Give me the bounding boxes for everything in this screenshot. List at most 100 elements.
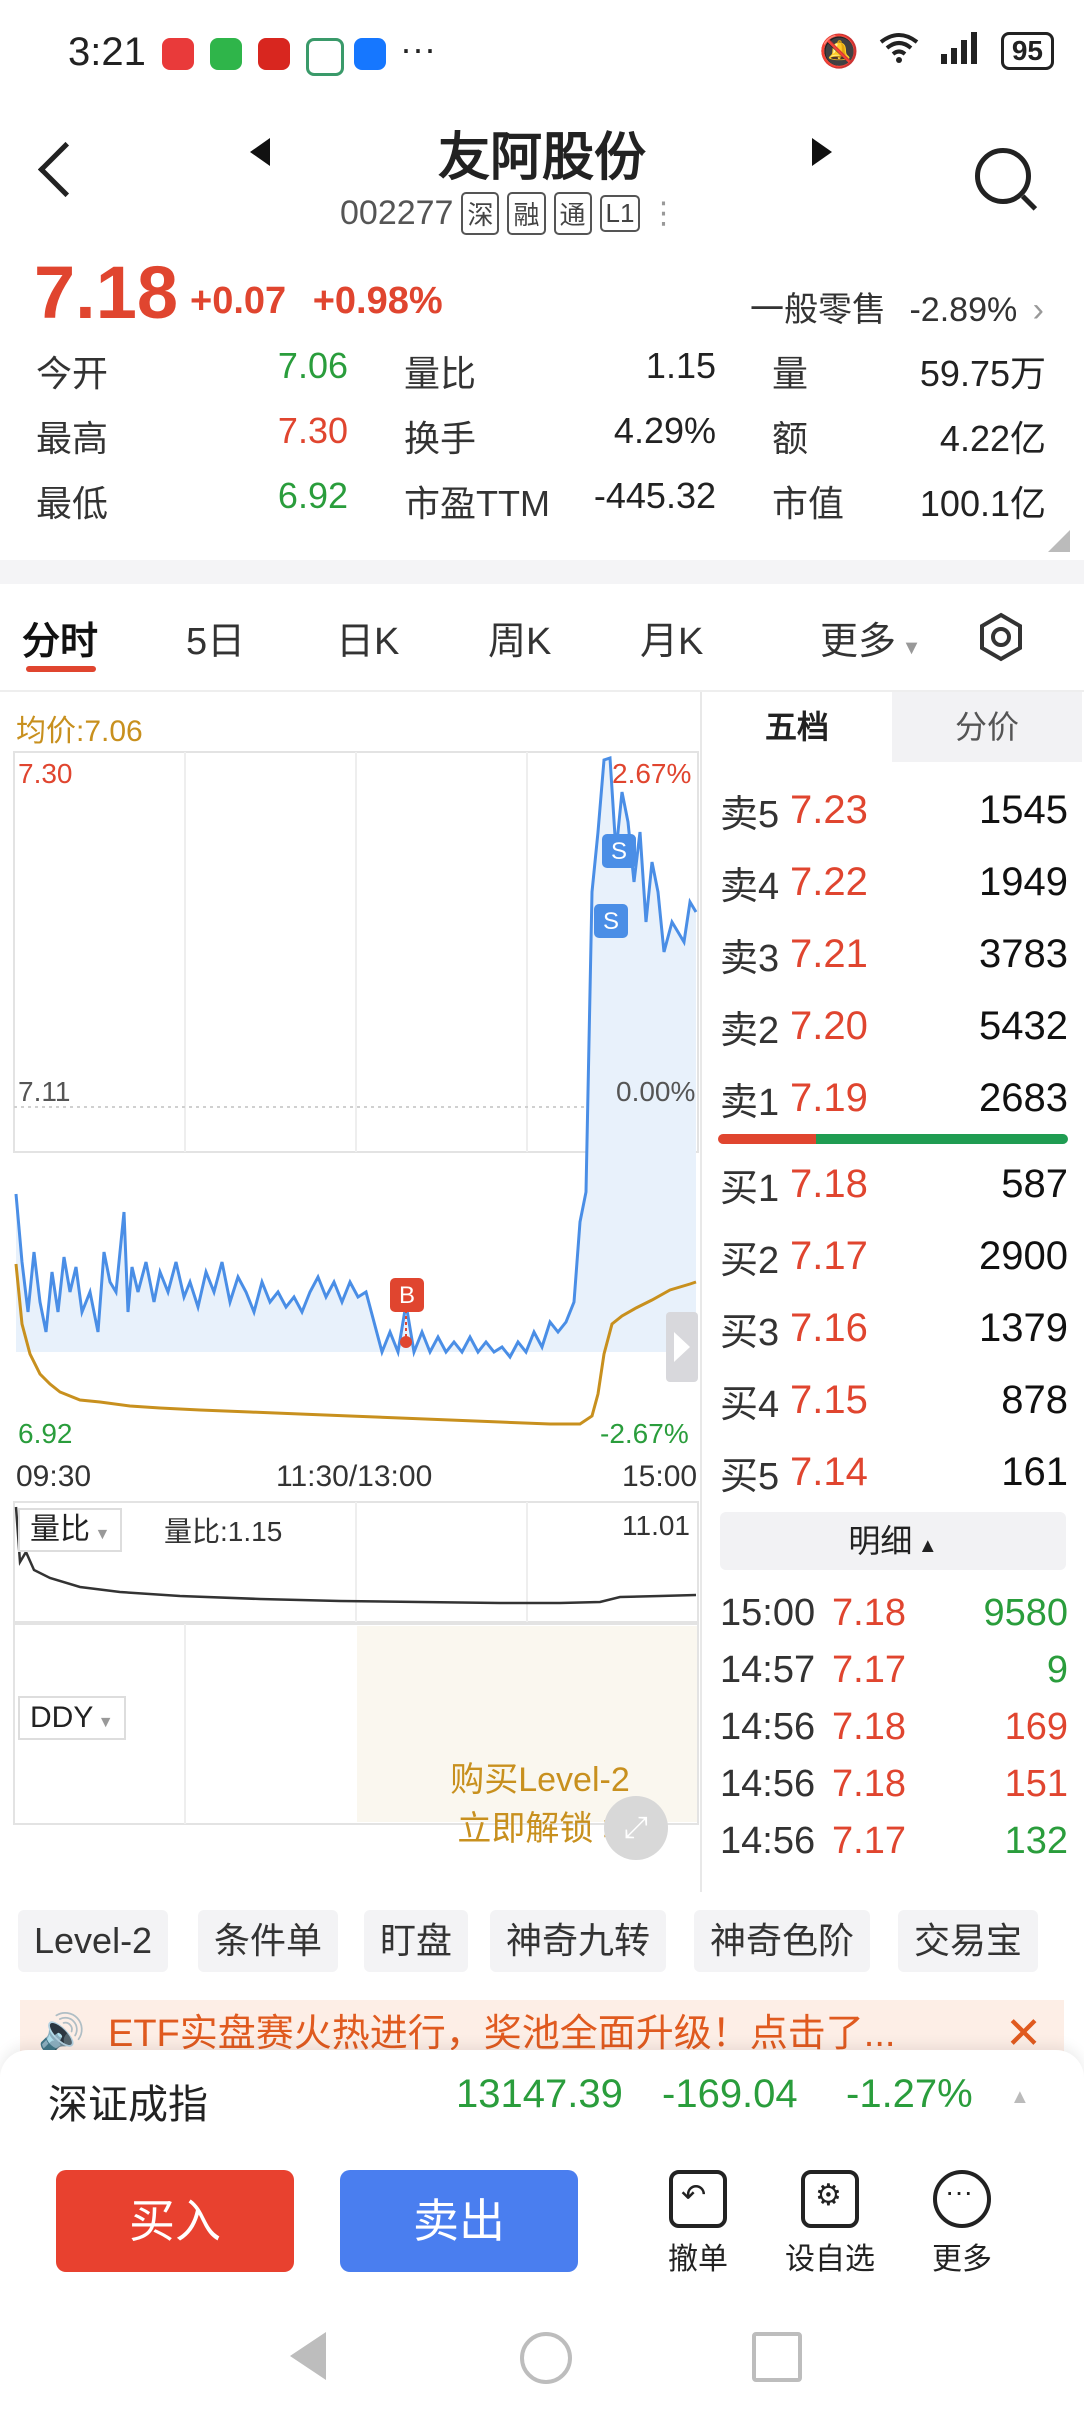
sector-link[interactable]: 一般零售 -2.89% › — [750, 282, 1044, 331]
stat-label: 最低 — [36, 483, 109, 524]
nav-home-icon[interactable] — [520, 2332, 572, 2384]
cancel-order-label: 撤单 — [668, 2243, 728, 2276]
more-button[interactable]: ··· 更多 — [912, 2170, 1012, 2278]
battery-indicator: 95 — [1000, 32, 1054, 70]
ask-label: 卖4 — [720, 865, 780, 908]
tick-time: 15:00 — [720, 1592, 816, 1634]
tick-volume: 169 — [1004, 1706, 1068, 1748]
ask-row: 卖5 7.23 1545 — [720, 774, 1068, 846]
signal-icon — [939, 30, 983, 72]
stat-label: 最高 — [36, 418, 109, 459]
buy-button[interactable]: 买入 — [56, 2170, 294, 2272]
tick-price: 7.18 — [832, 1592, 906, 1634]
sell-marker-icon — [594, 904, 628, 938]
time-end: 15:00 — [622, 1460, 698, 1493]
bid-price: 7.14 — [790, 1449, 868, 1494]
tick-time: 14:56 — [720, 1706, 816, 1748]
ask-volume: 5432 — [979, 1003, 1068, 1048]
bid-price: 7.15 — [790, 1377, 868, 1422]
tab-price-distribution[interactable]: 分价 — [892, 692, 1082, 762]
collapse-corner-icon[interactable] — [1048, 530, 1070, 552]
tab-more-label: 更多 — [820, 621, 897, 663]
tab-5day[interactable]: 5日 — [186, 621, 246, 663]
prev-stock-icon[interactable] — [250, 138, 270, 166]
nav-recents-icon[interactable] — [752, 2332, 802, 2382]
next-stock-icon[interactable] — [812, 138, 832, 166]
tick-time: 14:56 — [720, 1820, 816, 1862]
ask-label: 卖2 — [720, 1009, 780, 1052]
volume-ratio-line — [14, 1506, 697, 1605]
orderbook-tabs: 五档 分价 — [702, 692, 1084, 762]
bid-label: 买2 — [720, 1239, 780, 1282]
expand-up-icon[interactable]: ▲ — [1010, 2086, 1030, 2108]
chip-conditional-order[interactable]: 条件单 — [198, 1910, 339, 1972]
chip-level2[interactable]: Level-2 — [18, 1910, 169, 1972]
tab-weekly-k[interactable]: 周K — [488, 621, 552, 663]
low-price-label: 6.92 — [18, 1418, 73, 1449]
indicator-select-ddy[interactable]: DDY ▼ — [18, 1696, 126, 1740]
tag-margin: 融 — [507, 192, 546, 235]
ask-price: 7.23 — [790, 787, 868, 832]
nav-back-icon[interactable] — [290, 2332, 326, 2380]
bid-label: 买4 — [720, 1383, 780, 1426]
bid-row: 买4 7.15 878 — [720, 1364, 1068, 1436]
sell-ratio-segment — [718, 1134, 816, 1144]
chip-trade-treasure[interactable]: 交易宝 — [898, 1910, 1039, 1972]
indicator-select-vol[interactable]: 量比 ▼ — [18, 1508, 123, 1552]
dropdown-icon: ▼ — [93, 1714, 114, 1731]
trade-tick: 14:57 7.17 9 — [720, 1649, 1068, 1692]
ask-volume: 1949 — [979, 859, 1068, 904]
chip-magic-nine[interactable]: 神奇九转 — [490, 1910, 667, 1972]
search-icon[interactable] — [975, 148, 1031, 204]
low-pct-label: -2.67% — [600, 1418, 689, 1449]
panel-divider — [700, 692, 702, 1892]
more-dots-icon[interactable]: ⋮ — [648, 197, 679, 230]
dropdown-icon: ▼ — [896, 637, 922, 659]
stat-value: 4.22亿 — [939, 418, 1046, 459]
stat-value: 6.92 — [277, 475, 348, 516]
price-line — [14, 755, 698, 1360]
intraday-chart[interactable]: B S S — [0, 692, 700, 1892]
close-icon[interactable]: ✕ — [1005, 2009, 1042, 2058]
add-watchlist-button[interactable]: ⚙ 设自选 — [780, 2170, 880, 2278]
undo-icon: ↶ — [669, 2170, 727, 2228]
more-dots-circle-icon: ··· — [933, 2170, 991, 2228]
time-mid: 11:30/13:00 — [276, 1460, 433, 1493]
fullscreen-icon[interactable]: ⤢ — [604, 1796, 668, 1860]
tab-more[interactable]: 更多 ▼ — [820, 610, 921, 665]
ask-label: 卖3 — [720, 937, 780, 980]
bid-label: 买1 — [720, 1167, 780, 1210]
bid-volume: 2900 — [979, 1233, 1068, 1278]
caret-up-icon: ▲ — [912, 1535, 938, 1557]
trade-detail-header[interactable]: 明细 ▲ — [720, 1512, 1066, 1570]
chip-watch[interactable]: 盯盘 — [364, 1910, 469, 1972]
level2-unlock-link[interactable]: 购买Level-2 立即解锁 > — [420, 1752, 660, 1850]
tab-monthly-k[interactable]: 月K — [640, 621, 704, 663]
mute-icon: 🔕 — [819, 33, 859, 69]
chip-magic-color[interactable]: 神奇色阶 — [694, 1910, 871, 1972]
tab-five-level[interactable]: 五档 — [702, 692, 892, 762]
high-pct-label: 2.67% — [612, 758, 692, 789]
settings-icon[interactable] — [976, 612, 1026, 672]
bid-price: 7.17 — [790, 1233, 868, 1278]
sell-marker-label: S — [611, 838, 627, 865]
tab-daily-k[interactable]: 日K — [336, 621, 400, 663]
sell-button[interactable]: 卖出 — [340, 2170, 578, 2272]
cancel-order-button[interactable]: ↶ 撤单 — [648, 2170, 748, 2278]
buy-marker-icon — [390, 1278, 424, 1312]
buy-sell-ratio-bar — [718, 1134, 1068, 1144]
add-watchlist-label: 设自选 — [785, 2243, 875, 2276]
index-name[interactable]: 深证成指 — [48, 2083, 208, 2127]
index-percent: -1.27% — [846, 2072, 973, 2116]
tab-intraday[interactable]: 分时 — [22, 621, 99, 663]
ask-price: 7.22 — [790, 859, 868, 904]
bid-row: 买5 7.14 161 — [720, 1436, 1068, 1508]
tab-divider — [0, 690, 1084, 692]
section-separator — [0, 560, 1084, 584]
tick-volume: 9580 — [983, 1592, 1068, 1634]
stat-label: 量比 — [404, 353, 477, 394]
bid-volume: 1379 — [979, 1305, 1068, 1350]
ask-volume: 2683 — [979, 1075, 1068, 1120]
tick-price: 7.18 — [832, 1706, 906, 1748]
wechat-icon — [210, 38, 242, 70]
